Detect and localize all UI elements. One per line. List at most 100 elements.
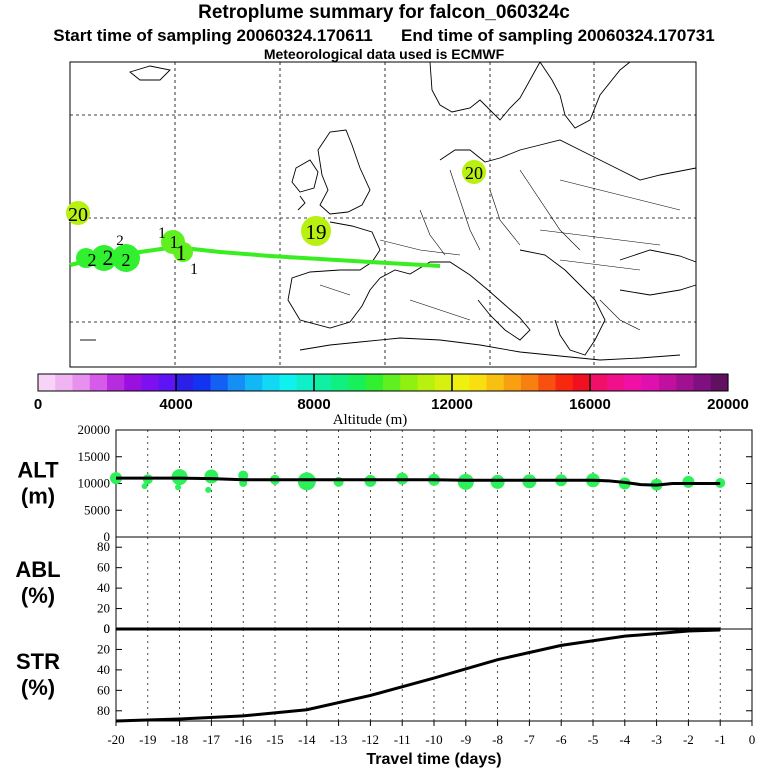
y-tick-label: 15000 — [78, 449, 111, 464]
colorbar-cell — [693, 374, 712, 391]
colorbar-label: Altitude (m) — [333, 412, 408, 428]
y-tick-label: 20 — [97, 601, 110, 616]
x-tick-label: -11 — [394, 732, 411, 747]
altitude-cluster-point — [238, 470, 249, 481]
colorbar-cell — [262, 374, 281, 391]
colorbar-cell — [296, 374, 315, 391]
colorbar-cell — [434, 374, 453, 391]
plume-marker — [91, 245, 117, 271]
x-tick-label: -5 — [588, 732, 599, 747]
colorbar-tick-label: 20000 — [707, 396, 749, 413]
x-tick-label: -4 — [619, 732, 630, 747]
x-tick-label: -12 — [362, 732, 379, 747]
panel-ylabel-unit: (%) — [21, 675, 55, 700]
altitude-cluster-point — [175, 484, 182, 491]
plume-label-day: 1 — [176, 240, 187, 265]
x-tick-label: -19 — [139, 732, 156, 747]
colorbar-cell — [538, 374, 557, 391]
colorbar-cell — [279, 374, 298, 391]
y-tick-label: 0 — [104, 621, 111, 636]
colorbar-cell — [89, 374, 108, 391]
plume-label-day: 2 — [116, 233, 124, 249]
country-borders — [319, 169, 681, 331]
x-tick-label: -18 — [171, 732, 188, 747]
panel-ylabel-name: ALT — [17, 458, 59, 483]
x-tick-label: -13 — [330, 732, 347, 747]
chart-title: Retroplume summary for falcon_060324c — [198, 2, 570, 23]
colorbar-cell — [38, 374, 56, 391]
colorbar-cell — [555, 374, 574, 391]
colorbar-cell — [486, 374, 505, 391]
colorbar-cell — [607, 374, 626, 391]
altitude-cluster-point — [457, 473, 474, 490]
panel-ylabel-name: STR — [16, 649, 60, 674]
plume-marker — [462, 160, 486, 184]
x-tick-label: -8 — [492, 732, 503, 747]
colorbar-cell — [659, 374, 677, 391]
altitude-cluster-point — [205, 486, 212, 493]
colorbar-cell — [624, 374, 643, 391]
series-line-str — [115, 628, 721, 723]
colorbar-cell — [176, 374, 194, 391]
colorbar-cell — [572, 374, 591, 391]
panel-abl: 80 60 40 20 0 ABL(%) — [15, 536, 753, 636]
x-tick-label: -10 — [425, 732, 442, 747]
x-tick-label: -3 — [651, 732, 662, 747]
x-tick-label: -14 — [298, 732, 316, 747]
colorbar-tick-label: 4000 — [159, 396, 192, 413]
met-data-subtitle: Meteorological data used is ECMWF — [263, 46, 505, 62]
panel-alt: 20000 15000 10000 5000 0 ALT(m) — [17, 422, 753, 544]
altitude-cluster-point — [204, 469, 219, 484]
colorbar-cell — [141, 374, 160, 391]
sampling-time-subtitle: Start time of sampling 20060324.170611 E… — [53, 26, 715, 45]
colorbar-cell — [503, 374, 522, 391]
colorbar-cell — [348, 374, 367, 391]
x-tick-label: 0 — [749, 732, 756, 747]
colorbar-frame — [37, 373, 729, 392]
y-tick-label: 80 — [97, 539, 110, 554]
y-tick-label: 5000 — [84, 502, 110, 517]
plume-label-day: 20 — [465, 163, 483, 183]
plume-label-day: 1 — [158, 225, 166, 242]
plume-marker — [76, 248, 96, 268]
x-tick-label: -9 — [460, 732, 471, 747]
colorbar-cell — [400, 374, 419, 391]
plume-label-day: 1 — [190, 261, 198, 278]
y-tick-label: 40 — [97, 662, 110, 677]
x-tick-label: -7 — [524, 732, 535, 747]
altitude-cluster-point — [490, 474, 505, 489]
colorbar-cell — [55, 374, 74, 391]
colorbar-cell — [72, 374, 91, 391]
panel-ylabel-name: ABL — [15, 557, 60, 582]
panel-str: 80 60 40 20 0 STR(%) — [16, 621, 753, 723]
colorbar-tick-label: 8000 — [297, 396, 330, 413]
altitude-cluster-point — [682, 475, 695, 488]
altitude-cluster-point — [297, 472, 316, 491]
y-tick-label: 0 — [104, 621, 111, 636]
x-tick-label: -17 — [203, 732, 221, 747]
series-line-alt — [116, 476, 721, 487]
colorbar-cell — [521, 374, 539, 391]
y-tick-label: 60 — [97, 560, 110, 575]
colorbar-cell — [365, 374, 384, 391]
colorbar-tick-label: 12000 — [431, 396, 473, 413]
colorbar-cell — [193, 374, 212, 391]
plume-label-day: 20 — [68, 204, 88, 226]
plume-marker — [301, 216, 331, 246]
x-tick-label: -6 — [556, 732, 567, 747]
colorbar-tick-label: 16000 — [569, 396, 611, 413]
map-frame — [69, 61, 697, 368]
colorbar-cell — [245, 374, 263, 391]
colorbar-cell — [124, 374, 143, 391]
altitude-colorbar: 0 4000 8000 12000 16000 20000 Altitude (m) — [34, 373, 749, 428]
colorbar-cell — [590, 374, 608, 391]
colorbar-cell — [210, 374, 229, 391]
plume-marker — [173, 242, 193, 262]
plume-label-day: 2 — [103, 245, 114, 270]
x-tick-label: -16 — [235, 732, 253, 747]
altitude-cluster-point — [141, 483, 148, 490]
panel-ylabel-unit: (m) — [21, 484, 55, 509]
x-tick-label: -15 — [266, 732, 283, 747]
